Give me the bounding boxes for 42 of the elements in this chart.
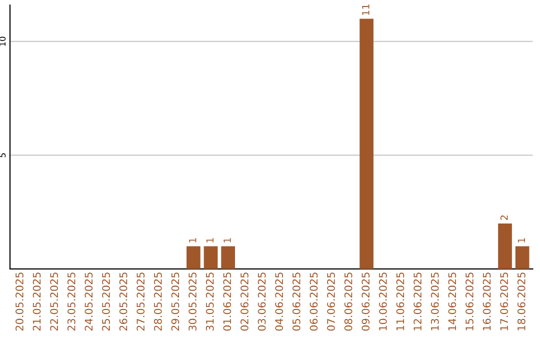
data-label: 1: [206, 238, 214, 242]
data-label: 2: [500, 215, 508, 220]
x-tick-label: 01.06.2025: [223, 272, 232, 331]
bar: [498, 223, 512, 269]
data-label: 1: [518, 238, 526, 242]
x-tick-label: 16.06.2025: [482, 272, 491, 330]
x-tick-label: 13.06.2025: [430, 272, 439, 330]
x-tick-label: 28.05.2025: [154, 272, 162, 331]
x-tick-label: 02.06.2025: [240, 272, 248, 331]
x-tick-label: 12.06.2025: [414, 272, 422, 330]
x-tick-label: 17.06.2025: [500, 272, 508, 330]
x-tick-label: 26.05.2025: [119, 272, 128, 331]
data-label: 1: [224, 238, 231, 242]
bar: [186, 246, 200, 269]
x-tick-label: 10.06.2025: [379, 272, 387, 330]
x-tick-label: 04.06.2025: [275, 272, 284, 331]
bar: [204, 246, 218, 269]
data-label: 11: [362, 4, 370, 15]
x-tick-label: 23.05.2025: [67, 272, 76, 331]
x-tick-label: 18.06.2025: [517, 272, 526, 330]
x-tick-label: 14.06.2025: [448, 272, 456, 330]
x-tick-label: 27.05.2025: [136, 272, 145, 331]
x-tick-label: 05.06.2025: [292, 272, 300, 331]
x-tick-label: 30.05.2025: [188, 272, 196, 331]
x-tick-label: 03.06.2025: [258, 272, 266, 331]
data-label: 1: [189, 238, 196, 242]
bar: [360, 18, 374, 269]
bar: [515, 246, 530, 269]
x-tick-label: 06.06.2025: [310, 272, 318, 331]
x-tick-label: 08.06.2025: [344, 272, 352, 331]
x-tick-label: 21.05.2025: [32, 272, 41, 331]
x-tick-label: 25.05.2025: [102, 272, 110, 331]
bar: [221, 246, 235, 269]
x-tick-label: 29.05.2025: [171, 272, 180, 331]
x-tick-label: 20.05.2025: [16, 272, 24, 331]
x-tick-label: 07.06.2025: [327, 272, 335, 331]
x-tick-label: 22.05.2025: [50, 272, 58, 331]
x-tick-label: 24.05.2025: [84, 272, 93, 331]
x-tick-label: 09.06.2025: [362, 272, 370, 331]
x-tick-label: 15.06.2025: [466, 272, 474, 330]
x-tick-label: 11.06.2025: [396, 272, 404, 330]
x-tick-label: 31.05.2025: [206, 272, 214, 331]
